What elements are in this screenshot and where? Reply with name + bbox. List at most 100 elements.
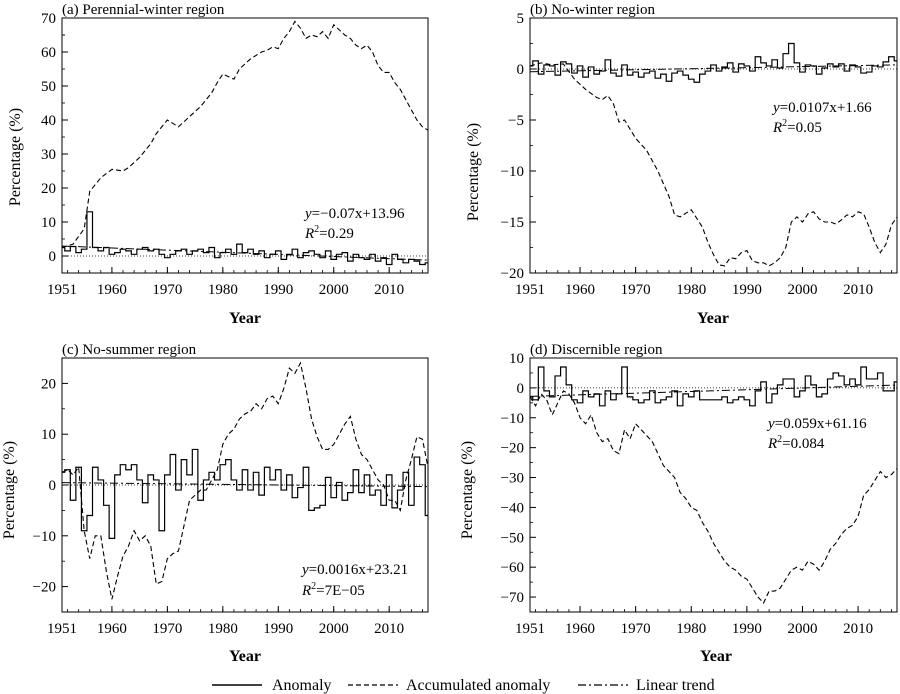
- panel-c-r2-value: =7E−05: [316, 583, 365, 599]
- panel-c-equation: y=0.0016x+23.21: [300, 562, 408, 578]
- panel-c: 1951 1960 1970 1980 1990 2000 201020100−10−20 …: [1, 342, 429, 665]
- panel-c-x-tick-label: 1951: [47, 621, 77, 637]
- panel-c-x-tick-label: 2010: [374, 621, 404, 637]
- panel-b-r2: R2=0.05: [772, 118, 822, 136]
- panel-a-y-tick-label: 20: [41, 181, 56, 197]
- panel-a-x-tick-label: 1990: [263, 282, 293, 298]
- panel-b-xlabel: Year: [697, 310, 729, 327]
- panel-b-x-tick-label: 1980: [676, 282, 706, 298]
- panel-a-x-tick-label: 2000: [319, 282, 349, 298]
- panel-b-y-tick-label: −15: [501, 215, 524, 231]
- panel-a-x-tick-label: 1980: [208, 282, 238, 298]
- panel-d-frame: [529, 357, 898, 613]
- panel-b-y-tick-label: 5: [517, 11, 525, 27]
- panel-c-anomaly-series: [62, 448, 428, 539]
- panel-a-xlabel: Year: [229, 310, 261, 327]
- panel-c-y-tick-label: 0: [49, 478, 57, 494]
- panel-b-trend-line: [529, 64, 898, 73]
- panel-d-x-tick-label: 1990: [732, 621, 762, 637]
- panel-b-x-tick-label: 1970: [621, 282, 651, 298]
- panel-d-title: (d) Discernible region: [530, 342, 663, 358]
- panel-c-y-tick-label: −10: [33, 529, 56, 545]
- panel-c-accumulated-series: [61, 361, 429, 600]
- panel-d-y-tick-label: −30: [501, 471, 524, 487]
- panel-b: 1951 1960 1970 1980 1990 2000 2010 5 0 −5 −10 −15 −2…: [465, 2, 898, 327]
- panel-a-r2: R2=0.29: [304, 224, 354, 242]
- legend-trend-label: Linear trend: [636, 677, 715, 694]
- panel-a-x-tick-label: 1960: [97, 282, 127, 298]
- panel-c-equation-y: y: [300, 562, 309, 578]
- legend-anomaly-label: Anomaly: [272, 677, 332, 694]
- panel-a-r2-label: R: [304, 226, 314, 242]
- panel-a-plot: 1951 1960 1970 1980 1990 2000 2010 0 10 20 30 40 50 6…: [41, 11, 429, 298]
- panel-c-x-tick-label: 1990: [263, 621, 293, 637]
- panel-d-x-tick-label: 1951: [515, 621, 545, 637]
- legend-accumulated-label: Accumulated anomaly: [406, 677, 550, 694]
- panel-b-y-tick-label: −20: [501, 266, 524, 282]
- panel-a-y-tick-label: 30: [41, 147, 56, 163]
- panel-b-y-tick-label: −10: [501, 164, 524, 180]
- panel-a-x-tick-label: 1970: [152, 282, 182, 298]
- panel-b-plot: 1951 1960 1970 1980 1990 2000 2010 5 0 −5 −10 −15 −2…: [501, 11, 898, 298]
- panel-b-r2-value: =0.05: [787, 120, 822, 136]
- panel-d-y-tick-label: −20: [501, 441, 524, 457]
- panel-c-r2-superscript: 2: [311, 581, 316, 592]
- panel-c-x-tick-label: 1960: [97, 621, 127, 637]
- panel-a-ylabel: Percentage (%): [7, 108, 24, 206]
- panel-d-accumulated-series: [529, 390, 898, 605]
- panel-a-equation-y: y: [303, 206, 312, 222]
- panel-d-x-tick-label: 2000: [787, 621, 817, 637]
- panel-a-r2-superscript: 2: [314, 224, 319, 235]
- panel-c-xlabel: Year: [229, 648, 261, 665]
- legend: Anomaly Accumulated anomaly Linear trend: [212, 677, 715, 694]
- panel-c-y-tick-label: 10: [41, 427, 56, 443]
- panel-a-title: (a) Perennial-winter region: [62, 2, 225, 18]
- panel-d-equation-y: y: [766, 416, 775, 432]
- panel-a-y-tick-label: 40: [41, 113, 56, 129]
- panel-c-x-tick-label: 2000: [319, 621, 349, 637]
- panel-b-r2-label: R: [772, 120, 782, 136]
- panel-d-equation-rest: =0.059x+61.16: [775, 416, 867, 432]
- panel-d-y-tick-label: −50: [501, 530, 524, 546]
- panel-a-frame: [61, 17, 429, 274]
- panel-a-y-tick-label: 60: [41, 45, 56, 61]
- panel-a-y-tick-label: 10: [41, 215, 56, 231]
- panel-b-x-tick-label: 2010: [843, 282, 873, 298]
- panel-c-y-tick-label: −20: [33, 580, 56, 596]
- panel-b-x-tick-label: 2000: [787, 282, 817, 298]
- panel-d-y-tick-label: 10: [509, 351, 524, 367]
- panel-b-equation: y=0.0107x+1.66: [771, 100, 872, 116]
- panel-a-y-tick-label: 70: [41, 11, 56, 27]
- panel-c-x-tick-label: 1970: [152, 621, 182, 637]
- panel-c-trend-line: [61, 482, 429, 488]
- panel-b-x-tick-label: 1990: [732, 282, 762, 298]
- panel-a-accumulated-series: [61, 20, 429, 249]
- panel-d-x-tick-label: 1960: [565, 621, 595, 637]
- panel-b-y-tick-label: 0: [517, 62, 525, 78]
- panel-b-r2-superscript: 2: [782, 118, 787, 129]
- panel-d-equation: y=0.059x+61.16: [766, 416, 867, 432]
- panel-a: 1951 1960 1970 1980 1990 2000 2010 0 10 20 30 40 50 6…: [7, 2, 429, 327]
- panel-d-xlabel: Year: [700, 648, 732, 665]
- panel-d-r2-value: =0.084: [782, 436, 825, 452]
- panel-b-frame: [529, 17, 898, 274]
- panel-d-r2-label: R: [767, 436, 777, 452]
- panel-d-plot: 1951 1960 1970 1980 1990 2000 2010 10 0 −10 −20 −30…: [501, 351, 898, 637]
- panel-b-x-tick-label: 1960: [565, 282, 595, 298]
- panel-c-equation-rest: =0.0016x+23.21: [309, 562, 408, 578]
- panel-b-accumulated-series: [529, 62, 898, 267]
- panel-d-x-tick-label: 2010: [843, 621, 873, 637]
- panel-c-y-tick-label: 20: [41, 376, 56, 392]
- panel-d-anomaly-series: [530, 366, 897, 407]
- panel-d-y-tick-label: 0: [517, 381, 525, 397]
- panel-b-equation-y: y: [771, 100, 780, 116]
- panel-d-y-tick-label: −40: [501, 500, 524, 516]
- panel-d-ylabel: Percentage (%): [459, 441, 476, 539]
- panel-c-ylabel: Percentage (%): [1, 441, 18, 539]
- panel-d-y-tick-label: −60: [501, 560, 524, 576]
- panel-d-x-tick-label: 1980: [676, 621, 706, 637]
- panel-d-y-tick-label: −10: [501, 411, 524, 427]
- panel-b-equation-rest: =0.0107x+1.66: [780, 100, 872, 116]
